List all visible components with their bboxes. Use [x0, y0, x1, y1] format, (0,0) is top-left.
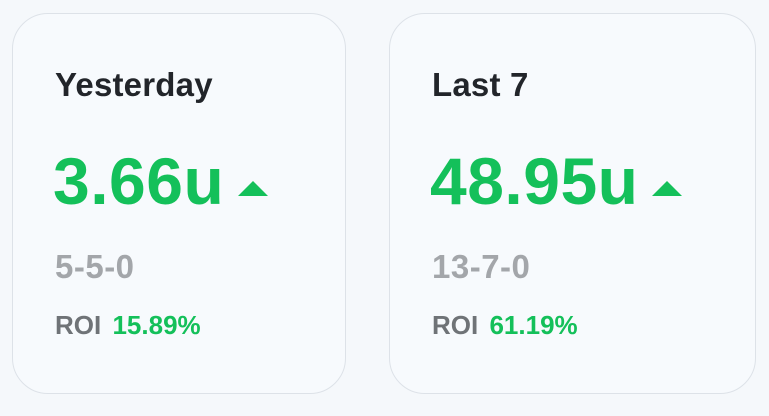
- roi-value: 15.89%: [112, 310, 201, 340]
- record-value: 13-7-0: [432, 248, 531, 285]
- card-title: Last 7: [432, 66, 529, 103]
- up-triangle-icon: [652, 180, 683, 196]
- roi-label: ROI: [432, 310, 479, 340]
- units-row: 48.95u: [430, 144, 683, 218]
- up-triangle-icon: [238, 180, 269, 196]
- units-row: 3.66u: [53, 144, 269, 218]
- record-value: 5-5-0: [55, 248, 135, 285]
- roi-row: ROI 61.19%: [432, 310, 578, 341]
- stat-card-last-7: Last 7 48.95u 13-7-0 ROI 61.19%: [389, 13, 756, 394]
- roi-label: ROI: [55, 310, 102, 340]
- roi-row: ROI 15.89%: [55, 310, 201, 341]
- units-value: 48.95u: [430, 144, 639, 218]
- card-title: Yesterday: [55, 66, 213, 103]
- roi-value: 61.19%: [489, 310, 578, 340]
- stat-card-yesterday: Yesterday 3.66u 5-5-0 ROI 15.89%: [12, 13, 346, 394]
- units-value: 3.66u: [53, 144, 225, 218]
